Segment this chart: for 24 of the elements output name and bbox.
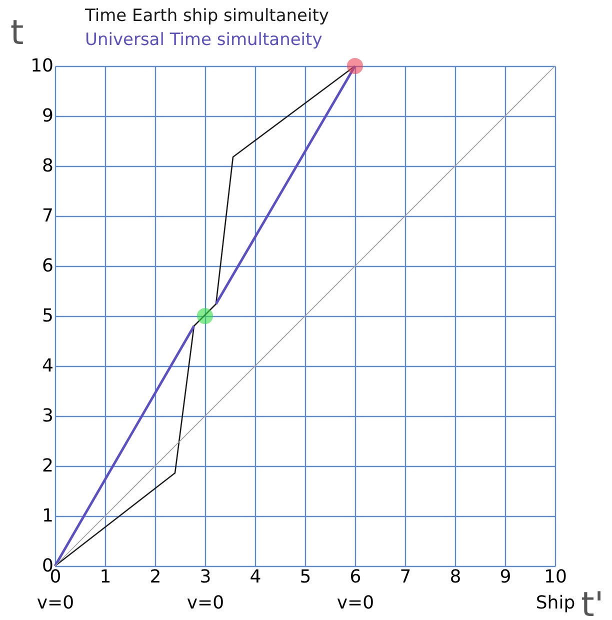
y-tick-label: 1 [42,506,54,526]
x-tick-label: 3 v=0 [186,566,224,614]
y-tick-label: 8 [42,156,54,176]
y-axis-title: t [10,13,24,53]
x-tick-label: 8 [450,566,462,588]
x-tick-label: 6 v=0 [336,566,374,614]
y-tick-label: 4 [42,356,54,376]
text: Universal Time simultaneity [85,30,322,50]
x-tick-label: 7 [400,566,412,588]
x-tick-label: 9 [500,566,512,588]
y-tick-label: 6 [42,256,54,276]
x-axis-title: t' [581,585,604,620]
y-tick-label: 9 [42,106,54,126]
x-tick-label: 10 Ship [536,566,576,614]
text: Time Earth ship simultaneity [84,6,329,26]
y-tick-label: 10 [30,56,54,76]
y-tick-label: 5 [42,306,54,326]
y-tick-label: 7 [42,206,54,226]
y-tick-label: 3 [42,406,54,426]
y-tick-label: 2 [42,456,54,476]
x-tick-label: 1 [100,566,112,588]
x-tick-label: 5 [300,566,312,588]
x-tick-label: 4 [250,566,262,588]
x-tick-label: 2 [150,566,162,588]
